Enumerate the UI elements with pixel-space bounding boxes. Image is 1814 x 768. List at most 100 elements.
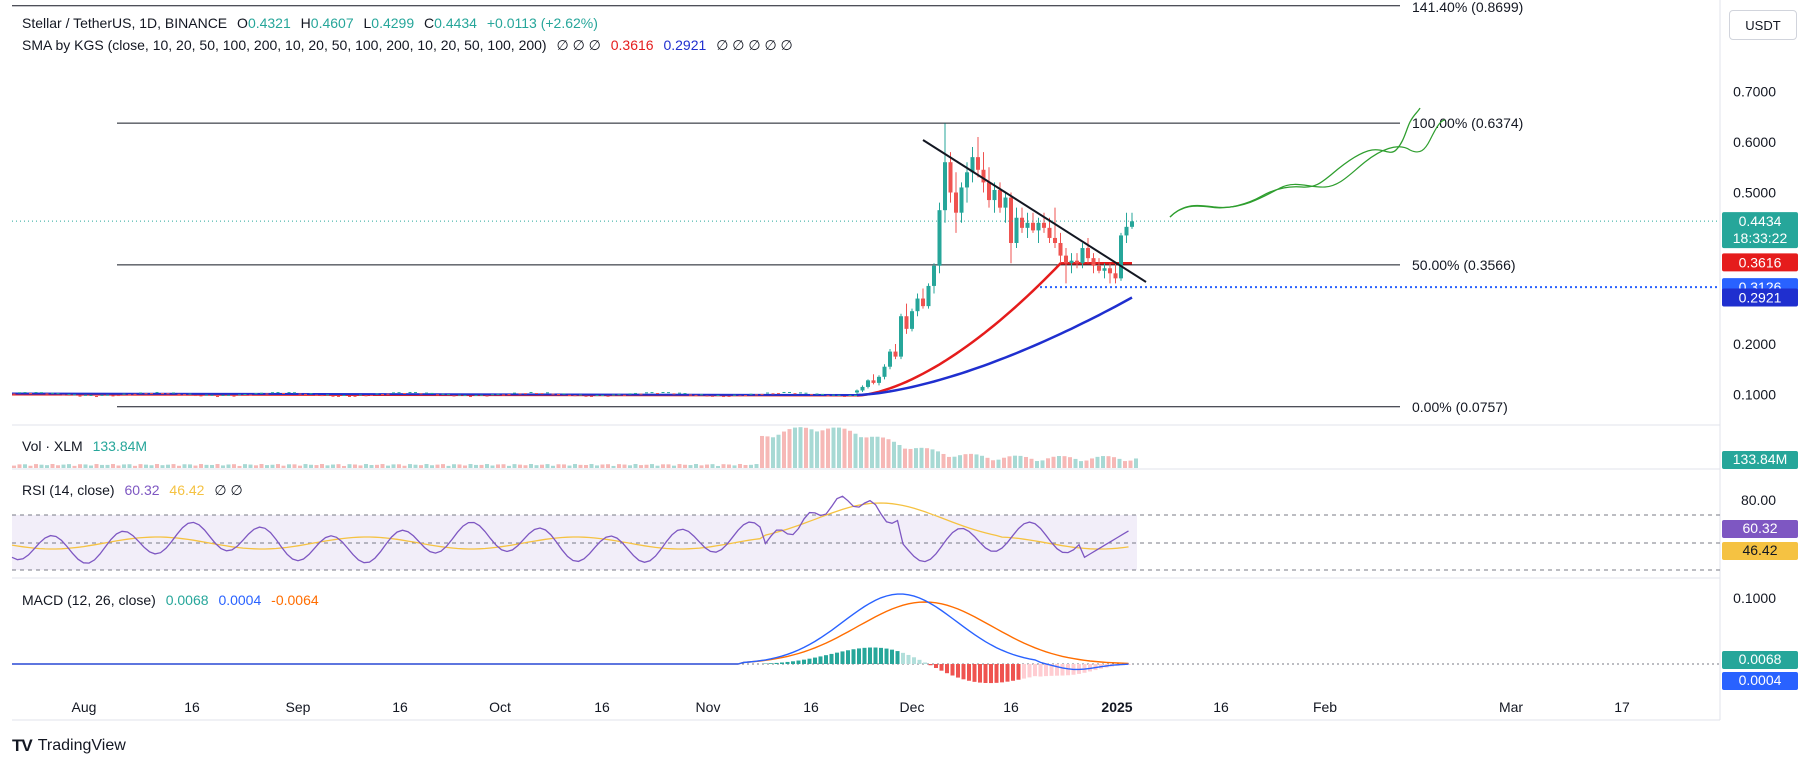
volume-bar — [28, 465, 33, 468]
projection-guide-16 — [1170, 124, 1447, 217]
projection-guide-3 — [1172, 130, 1472, 217]
candle — [12, 393, 16, 395]
candle — [529, 391, 533, 394]
volume-bar — [1057, 456, 1061, 468]
volume-bar — [463, 465, 467, 468]
volume-bar — [820, 430, 825, 468]
candle-body — [866, 380, 870, 387]
volume-bar — [254, 465, 258, 468]
volume-bar — [265, 465, 269, 468]
macd-hist-bar — [780, 662, 784, 664]
volume-bar — [446, 465, 451, 468]
volume-bar — [23, 464, 27, 468]
volume-bar — [831, 427, 836, 468]
candle — [353, 395, 357, 397]
candle — [568, 394, 571, 396]
rsi-label: RSI (14, close) — [22, 482, 115, 498]
macd-hist-bar — [923, 662, 927, 664]
rsi-ma-value: 46.42 — [169, 482, 205, 498]
volume-bar — [452, 464, 456, 468]
macd-hist-bar — [950, 664, 955, 676]
volume-bar — [34, 464, 38, 468]
volume-bar — [248, 464, 253, 468]
candle — [848, 394, 852, 397]
macd-hist-bar — [945, 664, 949, 674]
volume-bar — [1084, 460, 1089, 468]
candle — [469, 396, 472, 398]
fib-level-label: 100.00% (0.6374) — [1412, 115, 1523, 131]
candle-body — [1113, 273, 1118, 279]
volume-bar — [776, 434, 781, 468]
volume-bar — [881, 437, 885, 468]
price-tick-label: 0.6000 — [1733, 134, 1776, 150]
candle — [771, 393, 775, 395]
currency-button[interactable]: USDT — [1729, 10, 1797, 40]
volume-bar — [512, 464, 517, 468]
candle-body — [1080, 248, 1085, 264]
candle — [227, 394, 230, 396]
macd-hist-bar — [1082, 664, 1087, 673]
candle — [111, 395, 115, 397]
volume-bar — [567, 465, 572, 468]
projection-guide-21 — [1170, 124, 1449, 217]
candle — [392, 392, 395, 394]
macd-hist-bar — [895, 651, 900, 664]
volume-bar — [864, 437, 869, 468]
candle — [155, 391, 159, 393]
time-tick-label: 16 — [1213, 699, 1229, 715]
candle — [359, 394, 362, 396]
candle — [832, 394, 835, 396]
volume-bar — [721, 464, 726, 468]
candle-body — [1069, 260, 1074, 264]
candle — [815, 393, 819, 395]
macd-hist-bar — [1033, 664, 1037, 677]
candle — [733, 394, 736, 396]
volume-bar — [1117, 458, 1122, 468]
volume-bar — [127, 464, 132, 468]
candle-body — [1053, 237, 1057, 243]
volume-bar — [628, 465, 632, 468]
candle — [452, 395, 456, 397]
candle — [447, 394, 450, 396]
fib-level-label: 0.00% (0.0757) — [1412, 399, 1508, 415]
candle-body — [1009, 197, 1013, 243]
volume-bar — [600, 464, 605, 468]
macd-hist-bar — [1000, 664, 1004, 683]
candle — [419, 393, 423, 395]
volume-bar — [892, 441, 896, 468]
macd-hist-bar — [846, 650, 850, 664]
volume-bar — [617, 464, 621, 468]
candle — [348, 395, 351, 397]
candle — [513, 392, 516, 394]
volume-bar — [474, 464, 478, 468]
volume-bar — [199, 464, 203, 468]
volume-bar — [358, 465, 363, 468]
candle — [628, 393, 632, 395]
volume-bar — [573, 464, 577, 468]
candle — [672, 393, 676, 395]
candle — [144, 393, 148, 395]
candle — [623, 394, 626, 396]
macd-hist-bar — [1027, 664, 1032, 678]
volume-bar — [760, 435, 764, 468]
candle — [95, 396, 98, 398]
candle-body — [959, 187, 964, 213]
volume-bar — [815, 431, 819, 468]
volume-bar — [116, 465, 121, 468]
candle — [216, 396, 219, 398]
volume-bar — [859, 437, 863, 468]
candle-body — [1091, 258, 1096, 266]
tradingview-brand[interactable]: TV TradingView — [12, 736, 126, 756]
candle — [210, 394, 214, 396]
macd-hist-bar — [890, 649, 894, 664]
candle — [639, 393, 643, 395]
candle — [287, 392, 291, 394]
macd-hist-bar — [868, 647, 872, 664]
candle — [238, 394, 241, 396]
volume-bar — [980, 455, 984, 468]
volume-bar — [903, 448, 907, 468]
volume-bar — [287, 464, 291, 468]
volume-bar — [281, 465, 286, 468]
macd-hist-bar — [956, 664, 960, 678]
